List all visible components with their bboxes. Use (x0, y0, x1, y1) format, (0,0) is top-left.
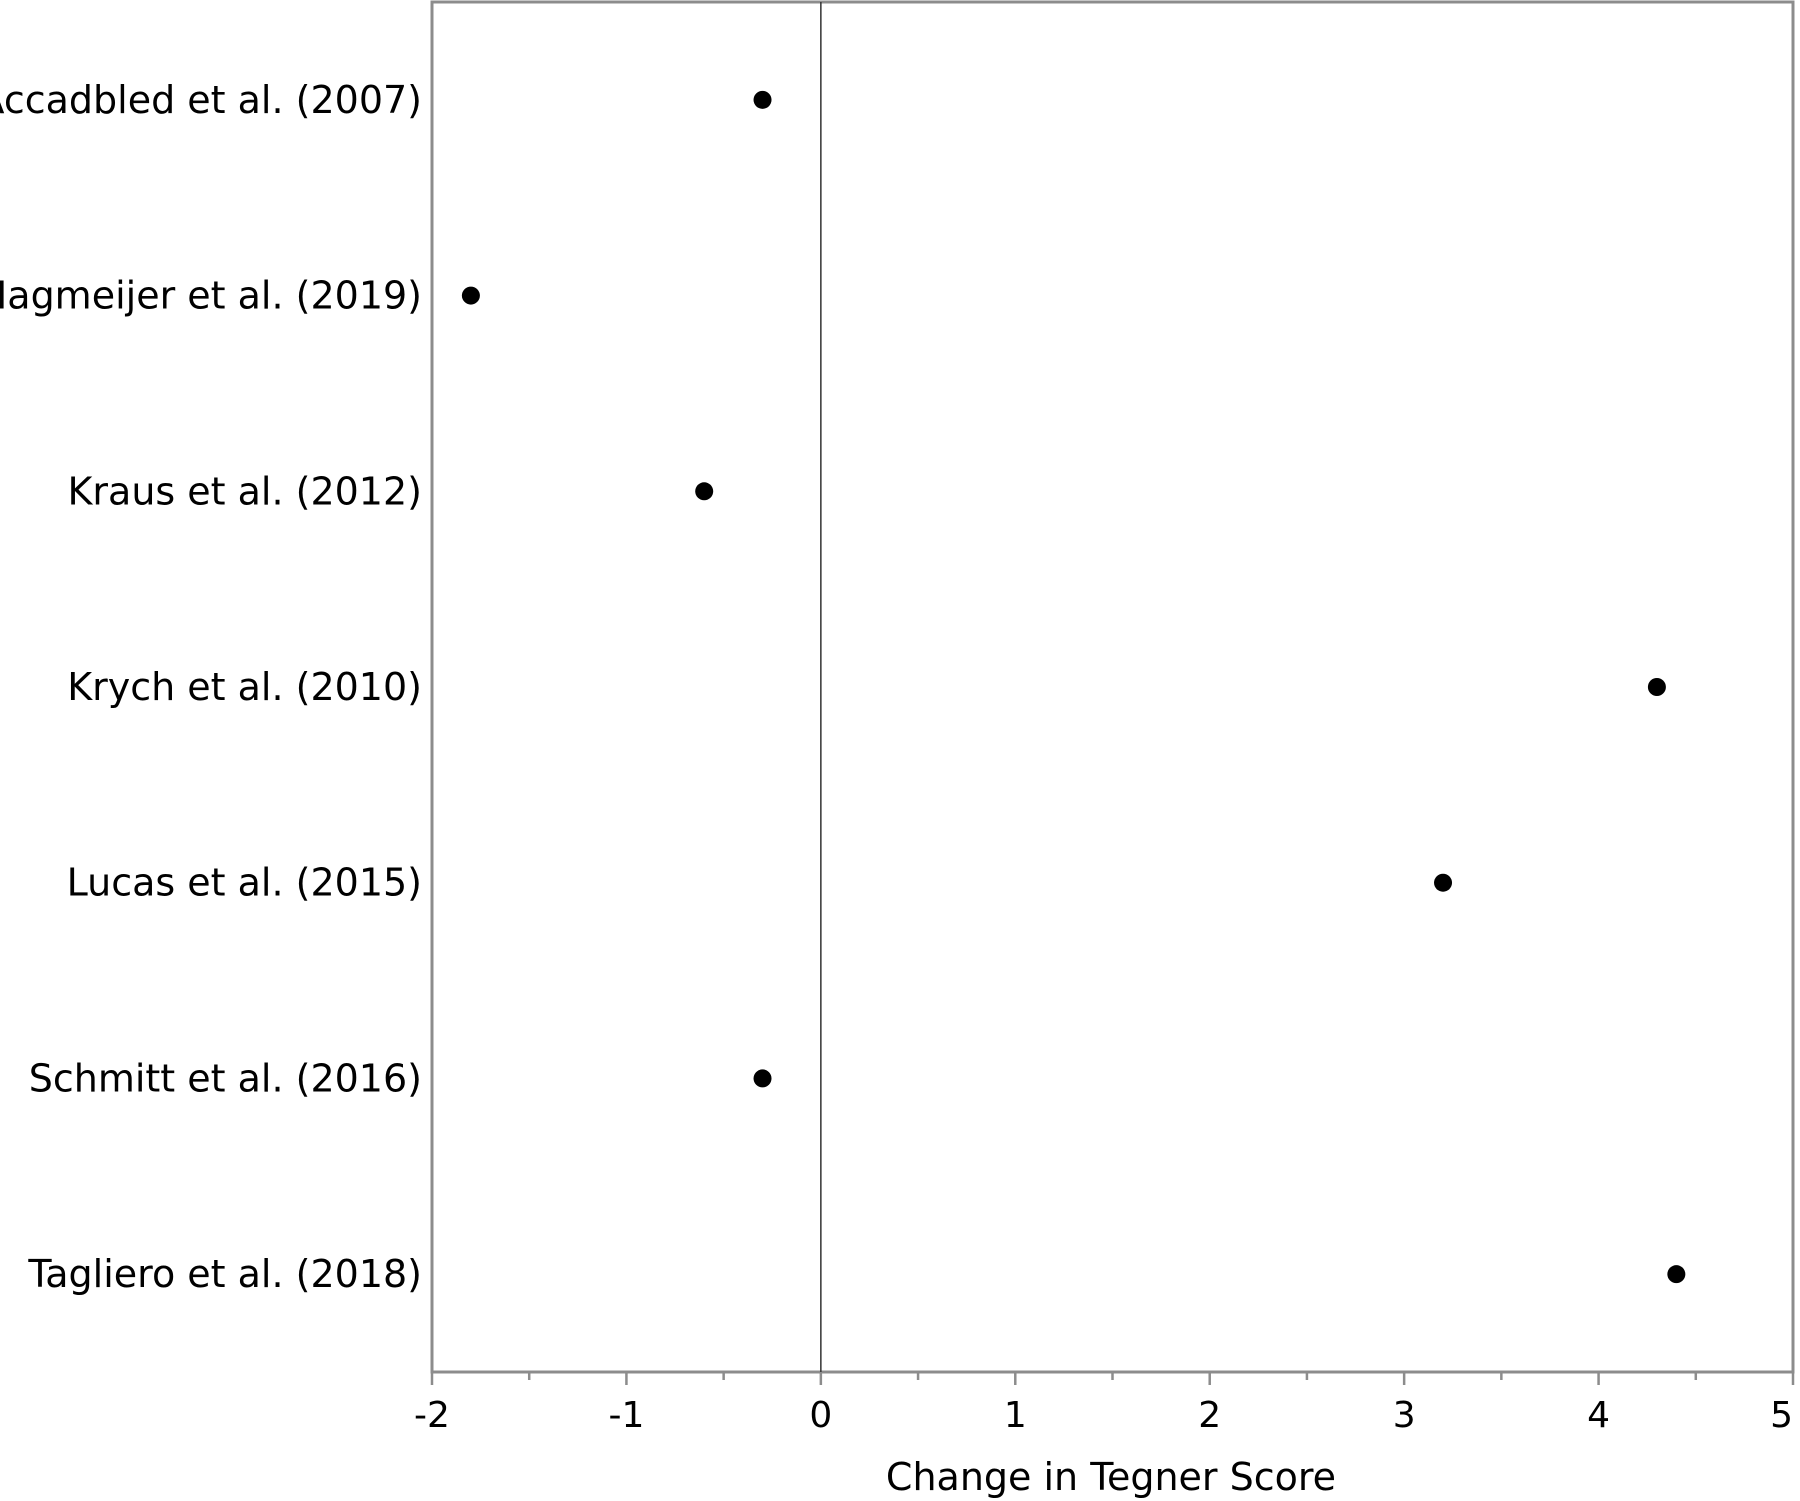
x-axis-title: Change in Tegner Score (886, 1455, 1336, 1499)
x-tick-label: 4 (1587, 1395, 1610, 1436)
x-tick-label: 3 (1393, 1395, 1416, 1436)
data-point (1647, 678, 1666, 696)
plot-area-border (430, 0, 1795, 1374)
data-point (1434, 873, 1453, 892)
study-label: Hagmeijer et al. (2019) (0, 274, 422, 318)
x-tick-label: -1 (608, 1395, 644, 1436)
x-tick-label: 5 (1770, 1395, 1793, 1436)
study-labels: Accadbled et al. (2007) Hagmeijer et al. … (0, 78, 422, 1296)
study-label: Krych et al. (2010) (67, 665, 422, 709)
study-label: Lucas et al. (2015) (67, 861, 422, 905)
x-tick-label: 0 (809, 1395, 832, 1436)
data-point (753, 90, 772, 109)
data-points (461, 90, 1686, 1284)
x-tick-label: -2 (414, 1395, 450, 1436)
data-point (1667, 1265, 1686, 1284)
study-label: Kraus et al. (2012) (67, 469, 422, 513)
data-point (461, 286, 480, 305)
x-axis-ticks: -2 -1 0 1 2 3 4 5 (414, 1372, 1795, 1436)
data-point (695, 482, 714, 501)
x-tick-label: 2 (1198, 1395, 1221, 1436)
study-label: Accadbled et al. (2007) (0, 78, 422, 122)
study-label: Tagliero et al. (2018) (27, 1252, 422, 1296)
x-tick-label: 1 (1004, 1395, 1027, 1436)
plot-frame (430, 0, 1795, 1374)
study-label: Schmitt et al. (2016) (29, 1056, 422, 1100)
data-point (753, 1069, 772, 1088)
